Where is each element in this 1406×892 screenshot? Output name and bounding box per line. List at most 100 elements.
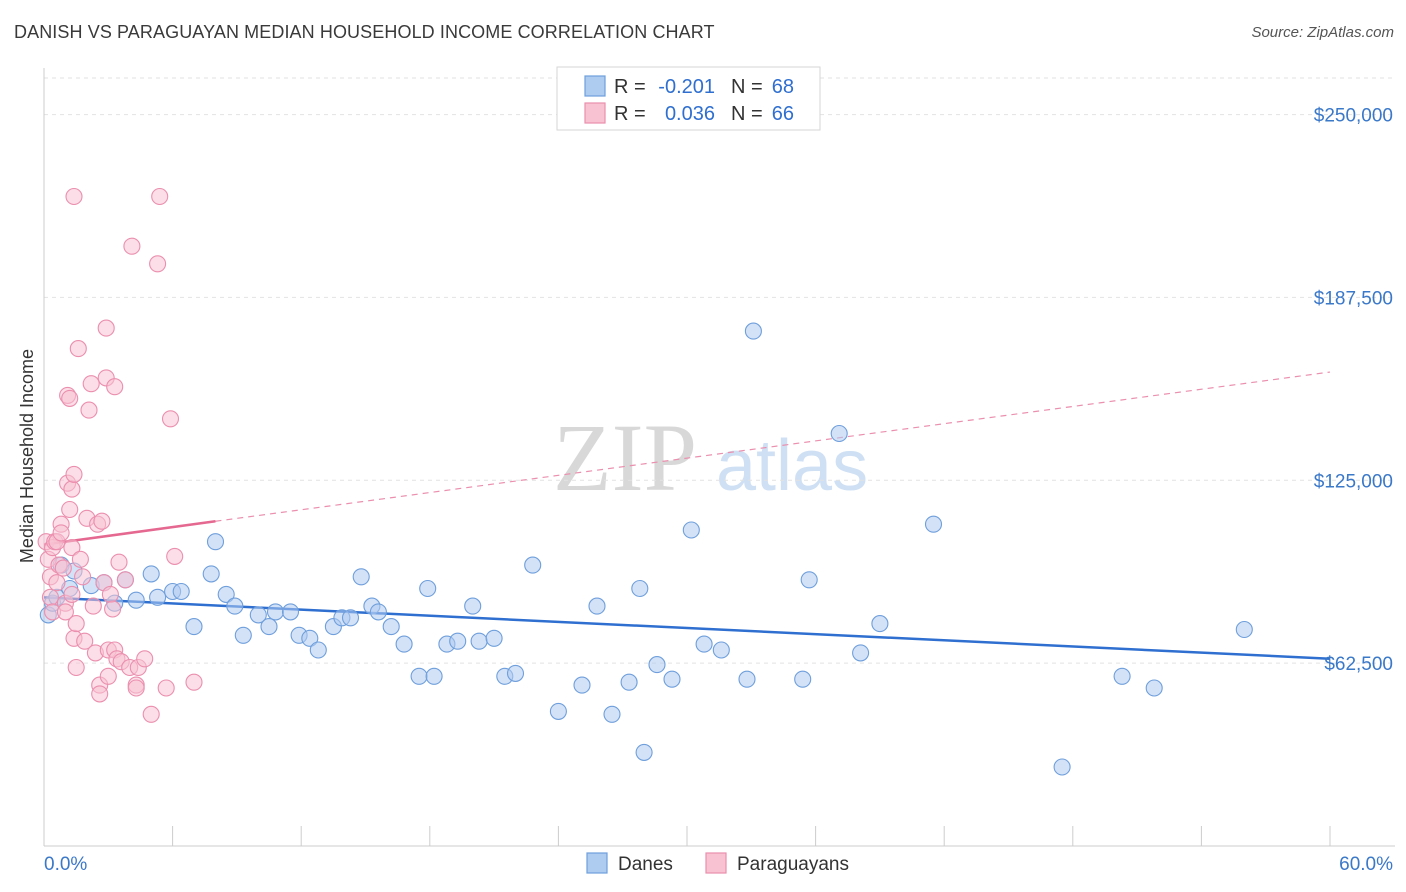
bottom-legend-label-paraguayans: Paraguayans bbox=[737, 854, 849, 875]
point-danes bbox=[369, 603, 387, 621]
point-danes bbox=[341, 609, 360, 627]
point-paraguayans bbox=[56, 603, 74, 621]
y-tick-label: $62,500 bbox=[1324, 654, 1393, 675]
axes bbox=[43, 68, 1395, 847]
point-danes bbox=[620, 673, 638, 691]
point-paraguayans bbox=[80, 401, 98, 419]
point-danes bbox=[149, 588, 167, 606]
point-paraguayans bbox=[76, 632, 94, 650]
point-danes bbox=[142, 565, 160, 583]
chart-source: Source: ZipAtlas.com bbox=[1251, 24, 1394, 41]
point-paraguayans bbox=[166, 547, 184, 565]
data-points bbox=[37, 187, 1253, 776]
point-paraguayans bbox=[97, 319, 115, 337]
legend-n-value-danes: 68 bbox=[772, 76, 794, 98]
point-danes bbox=[185, 618, 203, 636]
x-tick-label-min: 0.0% bbox=[44, 854, 87, 875]
point-danes bbox=[260, 618, 278, 636]
point-danes bbox=[1235, 620, 1253, 639]
correlation-legend: R = -0.201 N = 68 R = 0.036 N = 66 bbox=[556, 66, 821, 131]
point-danes bbox=[172, 582, 190, 601]
legend-n-label-danes: N = bbox=[731, 76, 763, 98]
point-danes bbox=[506, 664, 525, 682]
point-danes bbox=[573, 676, 591, 694]
point-danes bbox=[603, 705, 621, 723]
point-paraguayans bbox=[82, 375, 100, 393]
point-danes bbox=[485, 629, 503, 647]
x-tick-label-max: 60.0% bbox=[1339, 854, 1393, 875]
point-paraguayans bbox=[63, 480, 81, 498]
point-danes bbox=[712, 641, 730, 659]
point-danes bbox=[382, 618, 400, 636]
watermark-zip: ZIP bbox=[553, 404, 697, 511]
point-danes bbox=[524, 556, 542, 574]
point-danes bbox=[410, 667, 428, 685]
point-danes bbox=[635, 743, 653, 761]
chart-title: DANISH VS PARAGUAYAN MEDIAN HOUSEHOLD IN… bbox=[14, 22, 715, 42]
point-danes bbox=[234, 626, 252, 644]
point-paraguayans bbox=[106, 378, 124, 396]
point-danes bbox=[352, 568, 370, 586]
legend-swatch-paraguayans bbox=[584, 102, 606, 124]
point-danes bbox=[281, 603, 300, 621]
point-danes bbox=[631, 579, 649, 598]
point-paraguayans bbox=[48, 574, 66, 592]
point-paraguayans bbox=[104, 600, 122, 618]
point-danes bbox=[800, 571, 818, 589]
point-paraguayans bbox=[69, 340, 87, 358]
point-danes bbox=[266, 603, 285, 621]
point-paraguayans bbox=[101, 585, 119, 603]
point-paraguayans bbox=[63, 585, 81, 603]
y-axis-label: Median Household Income bbox=[17, 349, 37, 563]
point-paraguayans bbox=[149, 255, 167, 273]
point-paraguayans bbox=[41, 588, 59, 606]
y-tick-label: $125,000 bbox=[1314, 471, 1393, 492]
point-paraguayans bbox=[67, 658, 85, 677]
point-paraguayans bbox=[71, 550, 89, 568]
point-danes bbox=[871, 615, 889, 633]
point-paraguayans bbox=[74, 568, 92, 586]
point-danes bbox=[395, 635, 413, 653]
point-danes bbox=[249, 606, 267, 624]
point-paraguayans bbox=[63, 539, 81, 557]
legend-n-value-paraguayans: 66 bbox=[772, 103, 794, 125]
point-danes bbox=[464, 597, 482, 615]
point-danes bbox=[1053, 758, 1071, 776]
point-paraguayans bbox=[93, 512, 111, 530]
point-paraguayans bbox=[67, 615, 85, 633]
watermark: ZIP atlas bbox=[553, 404, 868, 511]
point-danes bbox=[648, 656, 666, 674]
point-danes bbox=[744, 322, 762, 340]
point-danes bbox=[588, 597, 606, 615]
point-paraguayans bbox=[84, 597, 102, 615]
point-paraguayans bbox=[116, 571, 134, 589]
point-danes bbox=[425, 667, 443, 685]
point-paraguayans bbox=[65, 187, 83, 206]
legend-r-label-danes: R = bbox=[614, 76, 646, 98]
point-danes bbox=[794, 670, 812, 688]
bottom-legend-swatch-paraguayans bbox=[705, 852, 727, 874]
point-paraguayans bbox=[61, 389, 79, 407]
point-danes bbox=[1113, 667, 1131, 685]
point-danes bbox=[206, 533, 225, 551]
point-danes bbox=[309, 641, 327, 659]
point-danes bbox=[449, 632, 467, 650]
point-danes bbox=[830, 424, 848, 443]
point-paraguayans bbox=[157, 679, 175, 697]
point-paraguayans bbox=[110, 553, 128, 571]
point-paraguayans bbox=[91, 685, 109, 703]
point-danes bbox=[738, 670, 756, 688]
point-danes bbox=[695, 635, 713, 653]
legend-n-label-paraguayans: N = bbox=[731, 103, 763, 125]
legend-swatch-danes bbox=[584, 75, 606, 97]
legend-r-value-paraguayans: 0.036 bbox=[665, 103, 715, 125]
point-paraguayans bbox=[54, 559, 72, 577]
point-danes bbox=[127, 591, 145, 609]
point-paraguayans bbox=[142, 705, 160, 723]
y-tick-labels: $62,500 $125,000 $187,500 $250,000 bbox=[1314, 106, 1393, 676]
trend-line-paraguayans-extension bbox=[215, 371, 1331, 522]
point-danes bbox=[1145, 679, 1163, 697]
legend-r-value-danes: -0.201 bbox=[658, 76, 715, 98]
point-paraguayans bbox=[161, 410, 180, 428]
